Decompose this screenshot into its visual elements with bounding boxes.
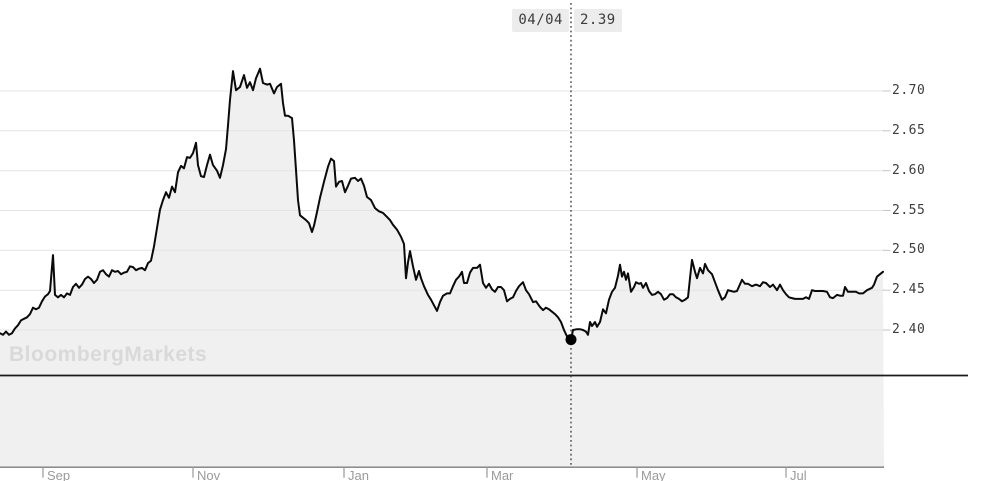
x-axis-label: Mar <box>491 468 514 481</box>
y-axis-label: 2.65 <box>892 122 926 138</box>
watermark: BloombergMarkets <box>9 343 208 366</box>
x-axis-label: May <box>641 468 666 481</box>
y-axis-label: 2.40 <box>892 322 926 337</box>
y-axis-label: 2.45 <box>892 282 926 298</box>
y-axis-label: 2.60 <box>892 162 926 178</box>
x-axis-label: Jul <box>790 468 807 481</box>
highlight-marker-dot <box>565 334 577 346</box>
x-axis-label: Sep <box>47 468 71 481</box>
x-axis-label: Jan <box>348 468 369 481</box>
y-axis-label: 2.50 <box>892 242 926 258</box>
y-axis-label: 2.70 <box>892 83 926 98</box>
y-axis-label: 2.55 <box>892 202 926 218</box>
crosshair-date-label: 04/04 <box>512 9 569 32</box>
crosshair-value-label: 2.39 <box>574 9 622 32</box>
x-axis-label: Nov <box>197 468 221 481</box>
